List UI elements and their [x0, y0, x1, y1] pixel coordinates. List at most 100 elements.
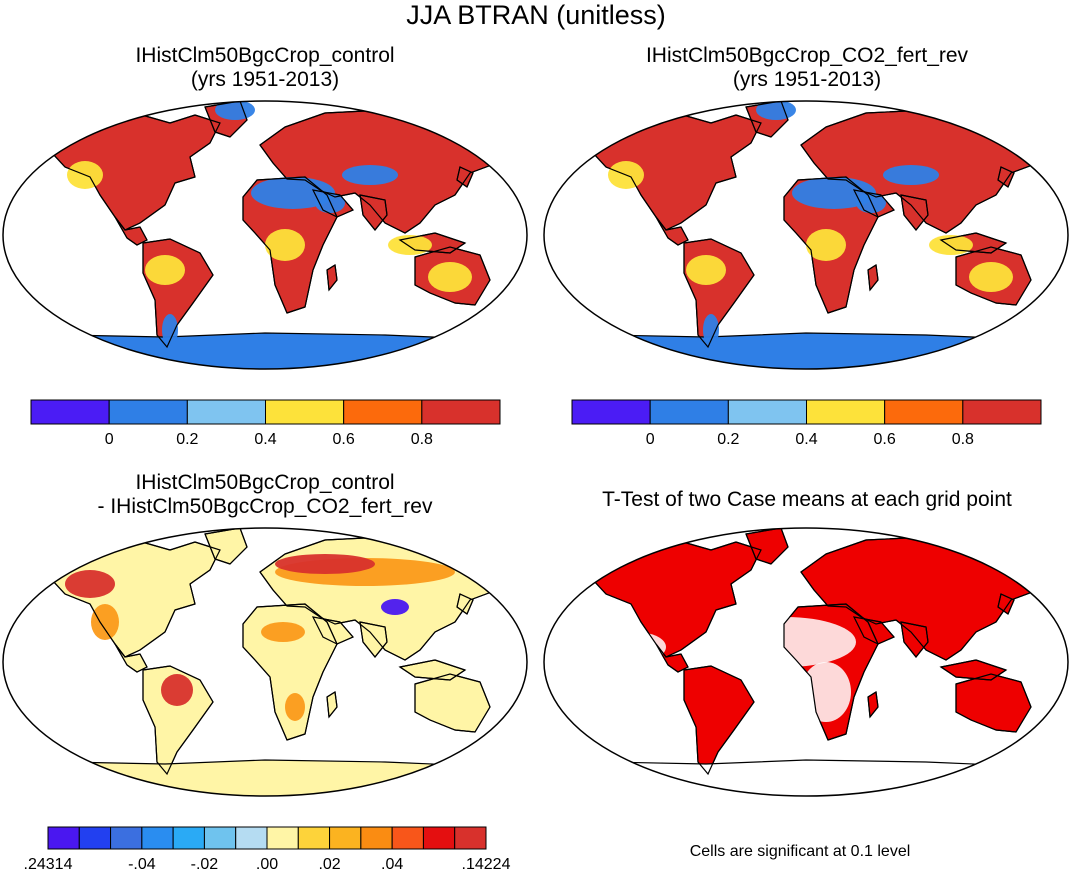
significance-note: Cells are significant at 0.1 level: [689, 843, 911, 860]
panel-title-co2-line1: IHistClm50BgcCrop_CO2_fert_rev: [645, 44, 969, 67]
colorbar-control: 0 0.2 0.4 0.6 0.8: [30, 399, 501, 448]
colorbar-box: [265, 399, 345, 425]
region-1: [801, 662, 851, 722]
coast-arabia: [311, 189, 354, 218]
land-northAmerica: [39, 539, 221, 658]
coast-japan: [997, 166, 1015, 188]
colorbar-co2: 0 0.2 0.4 0.6 0.8: [571, 399, 1042, 448]
coast-centralAmerica: [114, 216, 148, 246]
colorbar-box: [108, 399, 188, 425]
panel-title-co2: IHistClm50BgcCrop_CO2_fert_rev (yrs 1951…: [572, 44, 1042, 92]
region-1: [91, 604, 119, 640]
land-southAmerica: [142, 238, 214, 348]
colorbar-label: 0.2: [176, 431, 198, 448]
coast-arabia: [852, 189, 895, 218]
region-0: [716, 617, 856, 667]
colorbar-box: [186, 399, 266, 425]
colorbar-label: .02: [318, 856, 340, 873]
map-border-control: [2, 100, 528, 370]
region-8: [969, 262, 1013, 292]
panel-title-ttest: T-Test of two Case means at each grid po…: [552, 488, 1062, 512]
colorbar-box: [421, 399, 501, 425]
panel-title-co2-line2: (yrs 1951-2013): [732, 68, 882, 91]
coast-maritime: [939, 659, 1008, 681]
coast-maritime: [398, 232, 467, 254]
coast-madagascar: [867, 690, 879, 719]
colorbar-label: .00: [256, 856, 278, 873]
coast-japan: [456, 166, 474, 188]
coast-australia: [955, 673, 1032, 733]
region-7: [285, 693, 305, 721]
map-border-co2: [543, 100, 1069, 370]
coast-india: [900, 194, 929, 231]
region-6: [265, 229, 305, 261]
land-australia: [414, 673, 491, 733]
region-0: [65, 570, 115, 598]
colorbar-label: -.02: [191, 856, 219, 873]
colorbar-box: [141, 826, 174, 850]
coast-madagascar: [326, 690, 338, 719]
colorbar-box: [727, 399, 807, 425]
map-ttest: [544, 528, 1068, 796]
map-border-ttest: [543, 527, 1069, 797]
land-northAmerica: [39, 112, 221, 231]
colorbar-label: 0.6: [874, 431, 896, 448]
coast-japan: [456, 593, 474, 615]
coast-centralAmerica: [114, 643, 148, 673]
coast-southAmerica: [683, 238, 755, 349]
land-northAmerica: [580, 112, 762, 231]
region-6: [806, 229, 846, 261]
panel-title-control-line2: (yrs 1951-2013): [190, 68, 340, 91]
map-co2: [544, 101, 1068, 369]
colorbar-box: [203, 826, 237, 850]
region-5: [381, 599, 409, 615]
colorbar-label: 0.4: [795, 431, 817, 448]
land-australia: [955, 673, 1032, 733]
panel-title-control: IHistClm50BgcCrop_control (yrs 1951-2013…: [30, 44, 500, 92]
coast-madagascar: [867, 263, 879, 292]
colorbar-label: .24314: [24, 856, 73, 873]
coast-centralAmerica: [655, 643, 689, 673]
coast-northAmerica: [580, 539, 762, 658]
coast-africa: [242, 176, 338, 314]
coast-northAmerica: [580, 112, 762, 231]
colorbar-label: 0.8: [411, 431, 433, 448]
colorbar-diff: .24314 -.04 -.02 .00 .02 .04 .14224: [24, 826, 511, 873]
colorbar-box: [172, 826, 205, 850]
colorbar-label: 0.2: [717, 431, 739, 448]
colorbar-label: -.04: [128, 856, 156, 873]
colorbar-box: [235, 826, 268, 850]
colorbar-box: [360, 826, 393, 850]
region-2: [606, 632, 666, 662]
region-4: [275, 554, 375, 574]
colorbar-label: 0.6: [333, 431, 355, 448]
colorbar-box: [649, 399, 729, 425]
colorbar-box: [343, 399, 423, 425]
colorbar-box: [110, 826, 143, 850]
land-southAmerica: [683, 238, 755, 348]
region-2: [161, 674, 193, 706]
region-6: [261, 622, 305, 642]
region-8: [428, 262, 472, 292]
region-5: [342, 165, 398, 185]
map-layer: [3, 528, 527, 796]
coast-southAmerica: [142, 665, 214, 776]
colorbar-label: 0: [646, 431, 655, 448]
figure-title: JJA BTRAN (unitless): [406, 0, 666, 30]
map-layer: [544, 528, 1068, 796]
colorbar-box: [329, 826, 362, 850]
coast-arabia: [852, 616, 895, 645]
colorbar-box: [454, 826, 487, 850]
coast-australia: [414, 673, 491, 733]
colorbar-label: 0.8: [952, 431, 974, 448]
colorbar-box: [78, 826, 112, 850]
colorbar-box: [297, 826, 331, 850]
region-2: [703, 314, 719, 346]
region-1: [686, 255, 726, 285]
map-layer: [544, 101, 1068, 369]
map-control: [3, 101, 527, 369]
coast-africa: [242, 603, 338, 741]
colorbar-box: [47, 826, 80, 850]
coast-japan: [997, 593, 1015, 615]
